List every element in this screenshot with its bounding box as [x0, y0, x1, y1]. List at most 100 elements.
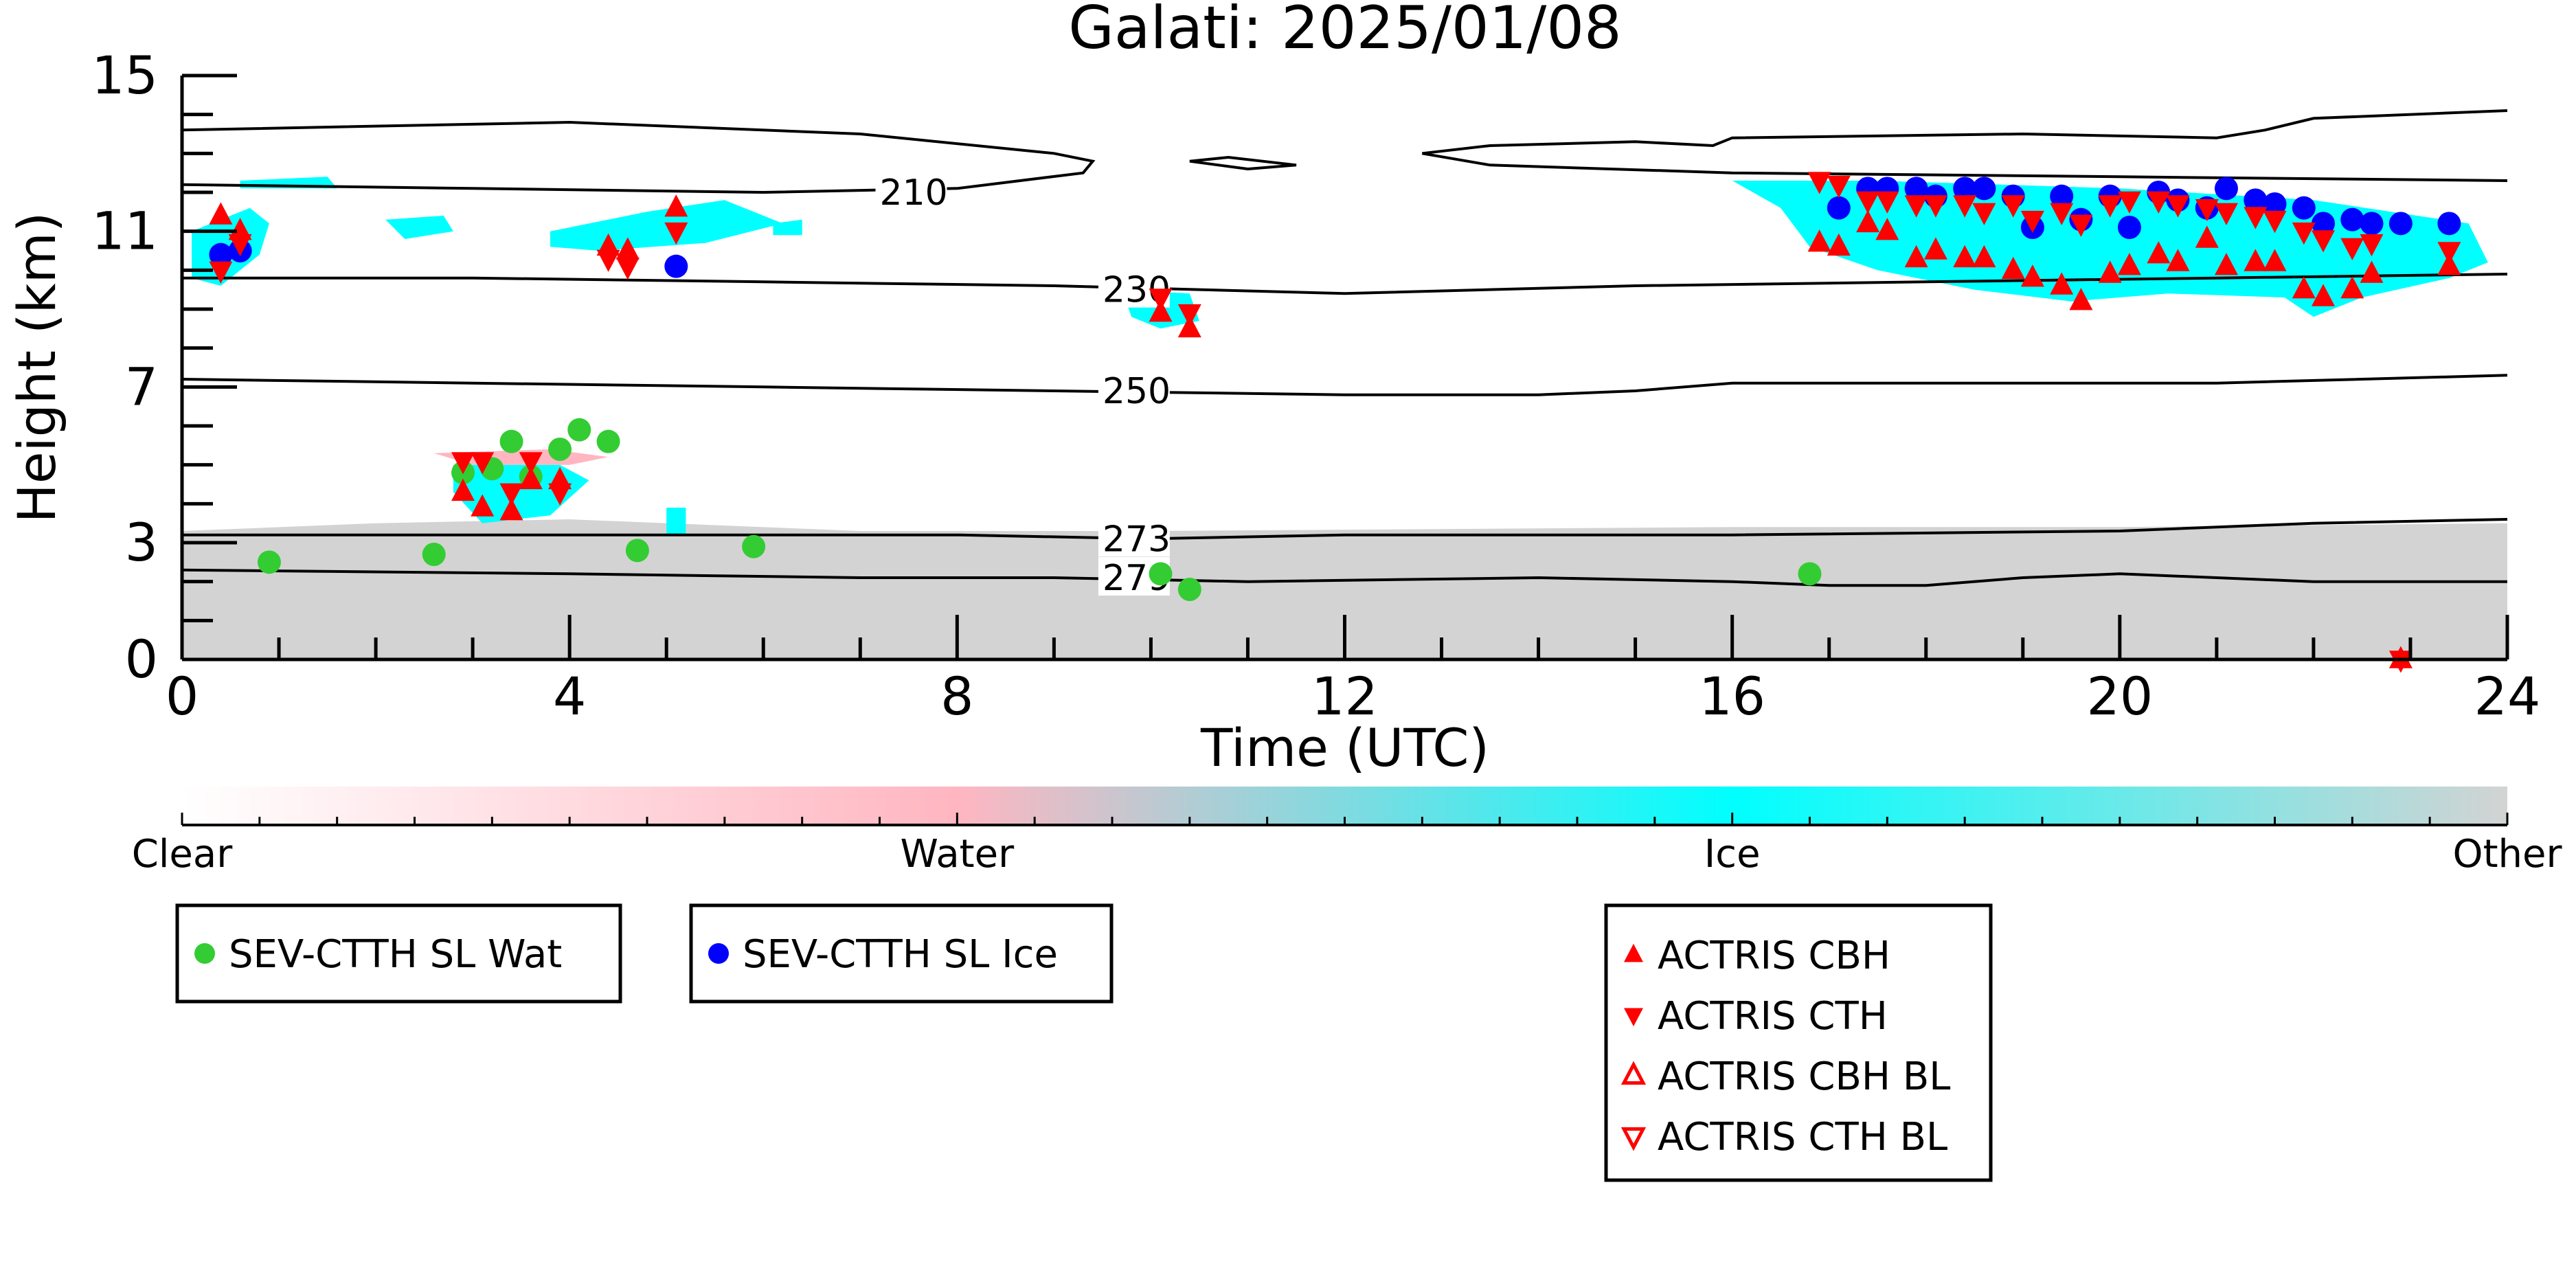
isotherm-label-background	[875, 172, 947, 210]
actris-cth-point	[548, 483, 572, 506]
isotherm-label: 273	[1103, 519, 1171, 560]
actris-cth-point	[2312, 230, 2335, 253]
x-tick-label: 20	[2086, 666, 2153, 727]
sev-ctth-sl-ice-point	[664, 254, 688, 278]
actris-cth-point	[2166, 195, 2190, 218]
actris-cbh-point	[2117, 253, 2141, 275]
legend-entry-label: ACTRIS CTH	[1658, 994, 1888, 1039]
actris-cth-point	[2292, 222, 2316, 245]
isotherm-label: 210	[880, 172, 948, 214]
legend-entry-label: SEV-CTTH SL Ice	[743, 932, 1058, 977]
actris-cth-point	[1923, 195, 1947, 218]
actris-cbh-point	[2340, 276, 2364, 299]
phase-region-ice	[773, 219, 802, 236]
sev-ctth-sl-wat-point	[567, 418, 591, 442]
x-tick-label: 16	[1699, 666, 1765, 727]
actris-cth-point	[2195, 199, 2219, 222]
sev-ctth-sl-ice-point	[2244, 188, 2268, 212]
sev-ctth-sl-wat-point	[1149, 562, 1173, 586]
sev-ctth-sl-wat-point	[596, 429, 620, 453]
legend-box	[1604, 903, 1993, 1182]
actris-cbh-point	[2069, 288, 2093, 310]
actris-cbh-point	[2263, 249, 2287, 271]
sev-ctth-sl-ice-point	[2360, 212, 2384, 236]
actris-cbh-point	[2215, 253, 2238, 275]
actris-cth-point	[596, 249, 620, 272]
actris-cbh-point	[519, 466, 543, 490]
actris-cth-point	[664, 222, 688, 245]
sev-ctth-sl-ice-point	[209, 242, 233, 267]
y-tick-label: 15	[91, 45, 158, 106]
x-tick-label: 4	[553, 666, 586, 727]
actris-cth-point	[2340, 238, 2364, 260]
actris-cth-point	[1827, 175, 1851, 199]
actris-cth-point	[1953, 195, 1977, 218]
actris-cth-point	[2117, 191, 2141, 214]
actris-cth-point	[2388, 651, 2413, 673]
actris-cbh-point	[1875, 218, 1899, 240]
isotherm-line	[1422, 109, 2507, 155]
actris-cth-point	[1904, 195, 1928, 218]
actris-cbh-point	[2195, 225, 2219, 248]
sev-ctth-sl-ice-point	[2292, 196, 2316, 220]
x-tick-label: 8	[940, 666, 973, 727]
actris-cth-point	[1177, 304, 1201, 327]
legend-marker	[1620, 1127, 1647, 1151]
actris-cth-point	[451, 452, 475, 475]
actris-cbh-point	[1827, 233, 1851, 256]
actris-cbh-point	[2292, 276, 2316, 299]
isotherm-line	[182, 120, 1096, 194]
actris-cth-point	[2244, 207, 2268, 229]
actris-cth-point	[2069, 214, 2093, 237]
legend-marker	[1620, 1061, 1647, 1085]
phase-region-other	[182, 519, 2507, 659]
actris-cth-point	[1972, 203, 1996, 225]
legend-entry-label: SEV-CTTH SL Wat	[229, 932, 562, 977]
colorbar-label: Water	[901, 832, 1015, 877]
actris-cbh-point	[2312, 284, 2335, 306]
y-tick-label: 3	[125, 512, 158, 573]
actris-cth-point	[1149, 289, 1173, 311]
phase-region-ice	[385, 216, 453, 239]
actris-cth-point	[615, 257, 640, 280]
legend-box	[689, 903, 1114, 1004]
actris-cbh-point	[1972, 245, 1996, 268]
x-tick-label: 0	[166, 666, 199, 727]
sev-ctth-sl-wat-point	[1177, 578, 1201, 601]
legend-marker	[1624, 1008, 1643, 1027]
actris-cbh-point	[2001, 256, 2025, 280]
y-axis-label: Height (km)	[6, 212, 67, 523]
chart-title: Galati: 2025/01/08	[1068, 0, 1622, 63]
sev-ctth-sl-ice-point	[2050, 184, 2074, 208]
axes: 0 3 7 11 15 0 4 8 12 16 20 24	[91, 45, 2540, 727]
x-tick-label: 12	[1311, 666, 1378, 727]
sev-ctth-sl-ice-point	[2312, 212, 2336, 236]
actris-cth-point	[2360, 234, 2384, 257]
sev-ctth-sl-wat-point	[1798, 562, 1822, 586]
sev-ctth-sl-wat-point	[625, 539, 649, 563]
legend-entry-label: ACTRIS CTH BL	[1658, 1115, 1947, 1160]
sev-ctth-sl-wat-point	[499, 429, 523, 453]
actris-cth-point	[1856, 191, 1880, 214]
data-markers	[209, 172, 2461, 673]
x-axis-label: Time (UTC)	[1200, 717, 1489, 778]
actris-cth-point	[2098, 195, 2122, 218]
actris-cbh-point	[2166, 249, 2190, 271]
actris-cbh-point	[2050, 272, 2074, 295]
isotherm-line	[1421, 152, 2507, 182]
actris-cth-point	[209, 261, 233, 284]
actris-cbh-point	[1904, 245, 1928, 268]
actris-cbh-point	[2147, 241, 2171, 264]
legends: SEV-CTTH SL Wat SEV-CTTH SL Ice ACTRIS CBH…	[175, 903, 1993, 1182]
actris-cbh-point	[1923, 237, 1947, 260]
actris-cth-point	[228, 234, 252, 257]
actris-cbh-point	[2098, 260, 2122, 283]
isotherm-line	[182, 518, 2507, 541]
x-tick-label: 24	[2474, 666, 2541, 727]
actris-cth-point	[2020, 210, 2044, 234]
actris-cth-point	[2215, 203, 2238, 225]
sev-ctth-sl-ice-point	[2263, 192, 2287, 216]
sev-ctth-sl-wat-point	[422, 543, 446, 566]
isotherm-line	[182, 568, 2507, 587]
actris-cth-point	[2001, 195, 2025, 218]
